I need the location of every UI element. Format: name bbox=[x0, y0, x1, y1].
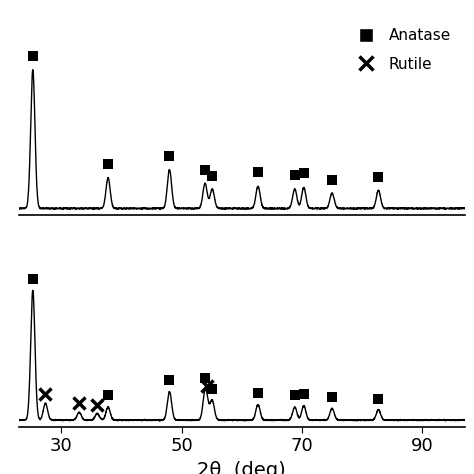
X-axis label: 2θ  (deg): 2θ (deg) bbox=[197, 461, 286, 474]
Legend: Anatase, Rutile: Anatase, Rutile bbox=[344, 22, 457, 78]
